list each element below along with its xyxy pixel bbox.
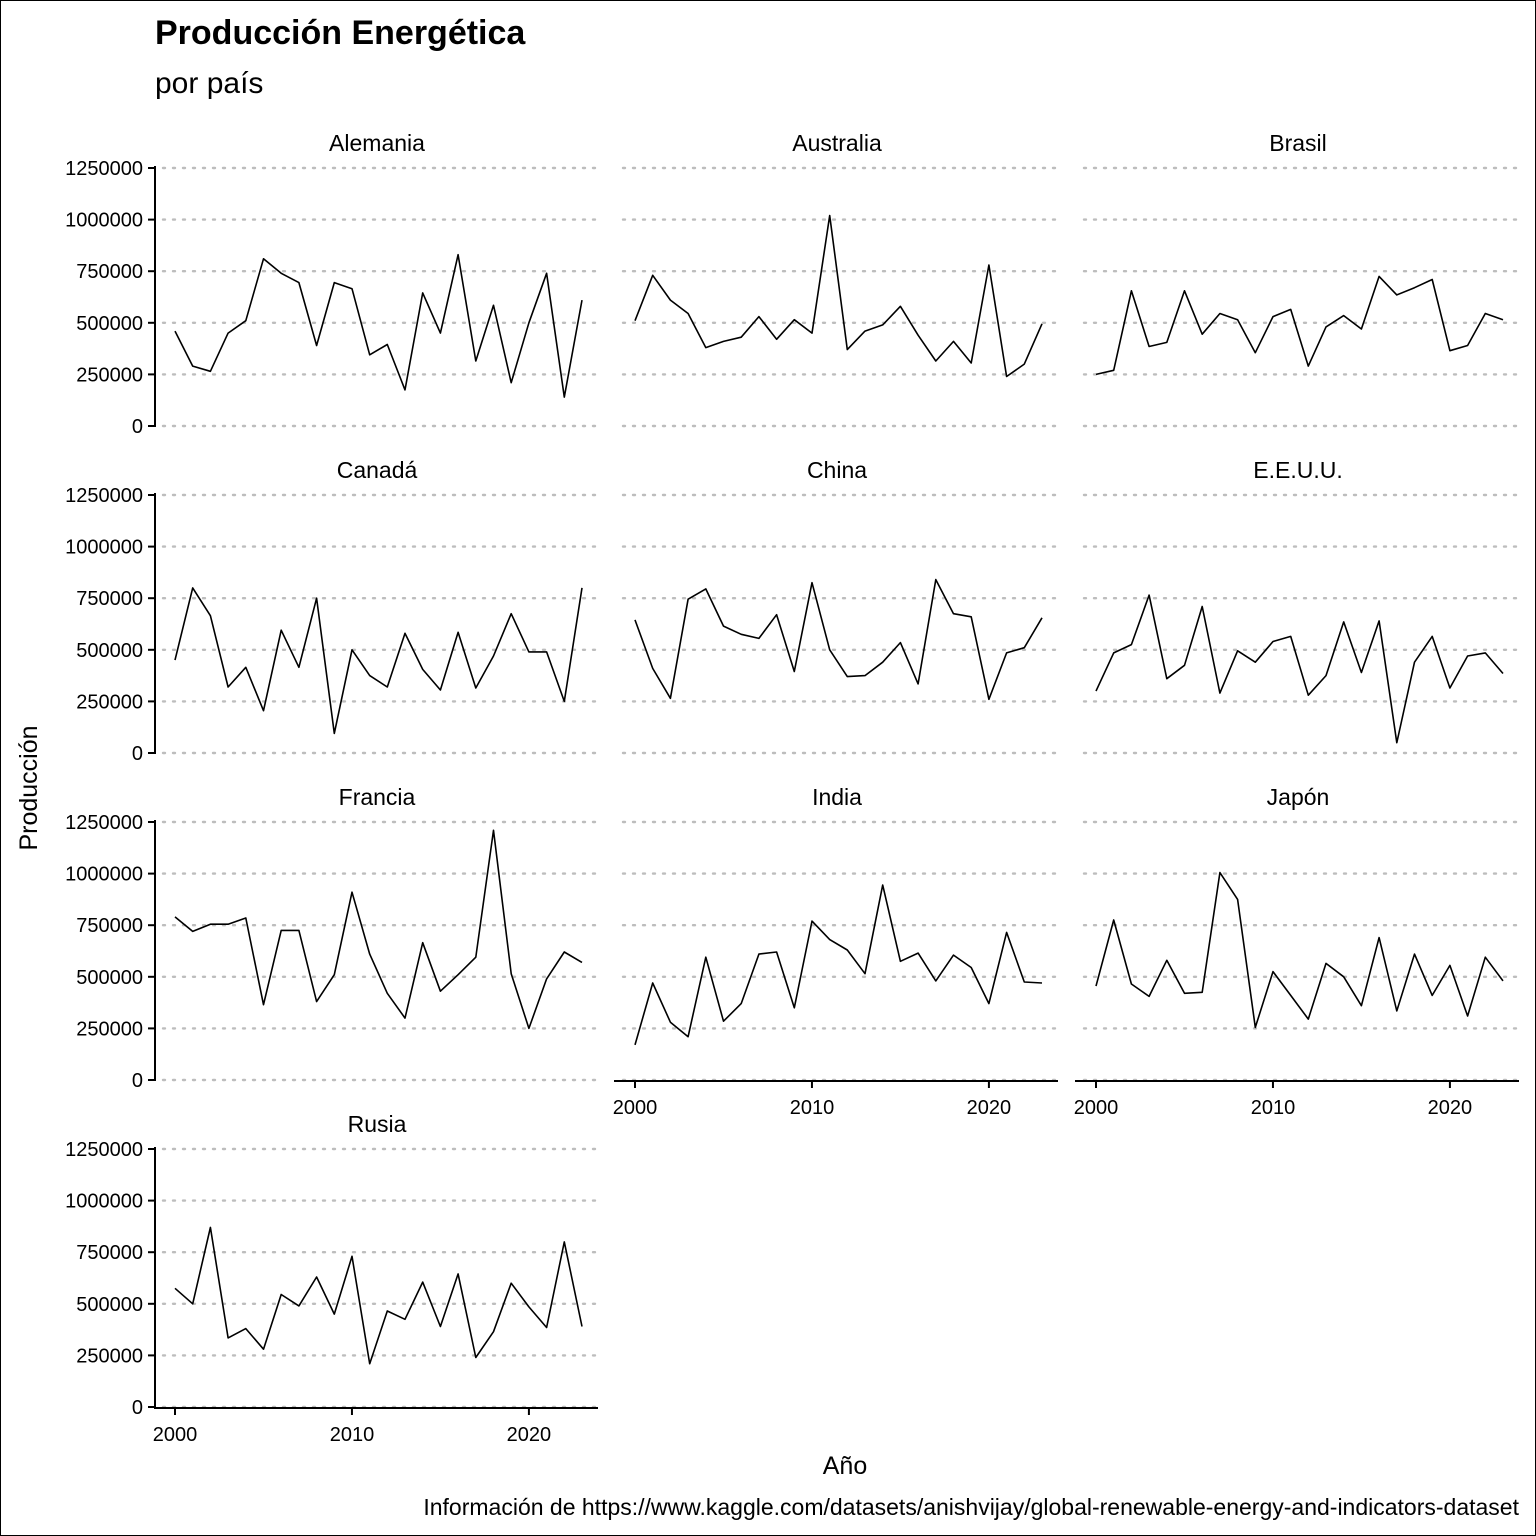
x-tick-label: 2000 xyxy=(613,1097,658,1119)
series-line-e-e-u-u xyxy=(1095,594,1504,744)
y-tick-label: 0 xyxy=(132,743,143,765)
series-line-china xyxy=(634,578,1043,701)
y-tick-label: 0 xyxy=(132,416,143,438)
strip-label-alemania: Alemania xyxy=(329,130,425,156)
strip-label-canada: Canadá xyxy=(337,457,418,483)
x-tick-label: 2010 xyxy=(1251,1097,1296,1119)
y-tick-label: 1000000 xyxy=(65,210,143,232)
series-line-brasil xyxy=(1095,275,1504,376)
y-tick-label: 1250000 xyxy=(65,485,143,507)
strip-label-australia: Australia xyxy=(792,130,882,156)
chart-title: Producción Energética xyxy=(155,14,526,52)
panel-e-e-u-u: E.E.U.U. xyxy=(1082,457,1521,755)
strip-label-brasil: Brasil xyxy=(1269,130,1327,156)
series-line-alemania xyxy=(174,253,583,398)
x-tick-label: 2000 xyxy=(153,1424,198,1446)
y-axis-label: Producción xyxy=(15,725,43,850)
strip-label-francia: Francia xyxy=(339,784,416,810)
panel-china: China xyxy=(621,457,1060,755)
y-tick-label: 0 xyxy=(132,1070,143,1092)
panel-alemania: Alemania 0 250000 500000 750000 1000000 125000… xyxy=(65,130,600,438)
x-tick-label: 2020 xyxy=(507,1424,552,1446)
panel-australia: Australia xyxy=(621,130,1060,428)
strip-label-china: China xyxy=(807,457,867,483)
y-tick-label: 500000 xyxy=(76,967,143,989)
panel-canada: Canadá 0 250000 500000 750000 1000000 1250000 xyxy=(65,457,600,765)
y-tick-label: 1250000 xyxy=(65,1139,143,1161)
chart-subtitle: por país xyxy=(155,67,263,100)
strip-label-india: India xyxy=(812,784,862,810)
panel-japon: Japón 2000 2010 2020 xyxy=(1074,784,1521,1119)
y-tick-label: 750000 xyxy=(76,1242,143,1264)
series-line-francia xyxy=(174,829,583,1030)
y-tick-label: 1000000 xyxy=(65,864,143,886)
panel-india: India 2000 2010 2020 xyxy=(613,784,1060,1119)
x-tick-label: 2000 xyxy=(1074,1097,1119,1119)
y-tick-label: 750000 xyxy=(76,261,143,283)
y-tick-label: 0 xyxy=(132,1397,143,1419)
series-line-india xyxy=(634,884,1043,1046)
panel-rusia: Rusia 0 250000 500000 750000 1000000 1250000 20… xyxy=(65,1111,600,1446)
y-tick-label: 1250000 xyxy=(65,812,143,834)
series-line-canada xyxy=(174,587,583,735)
y-tick-label: 1000000 xyxy=(65,1191,143,1213)
y-tick-label: 1250000 xyxy=(65,158,143,180)
strip-label-e-e-u-u: E.E.U.U. xyxy=(1253,457,1342,483)
panel-brasil: Brasil xyxy=(1082,130,1521,428)
series-line-japon xyxy=(1095,871,1504,1029)
series-line-australia xyxy=(634,214,1043,378)
y-tick-label: 250000 xyxy=(76,364,143,386)
y-tick-label: 500000 xyxy=(76,313,143,335)
panel-francia: Francia 0 250000 500000 750000 1000000 1250000 xyxy=(65,784,600,1092)
x-tick-label: 2020 xyxy=(1428,1097,1473,1119)
chart-caption: Información de https://www.kaggle.com/da… xyxy=(423,1494,1519,1520)
x-tick-label: 2010 xyxy=(330,1424,375,1446)
y-tick-label: 250000 xyxy=(76,1345,143,1367)
y-tick-label: 500000 xyxy=(76,640,143,662)
series-line-rusia xyxy=(174,1226,583,1365)
x-tick-label: 2020 xyxy=(967,1097,1012,1119)
y-tick-label: 250000 xyxy=(76,691,143,713)
facet-panels: Alemania 0 250000 500000 750000 1000000 125000… xyxy=(65,130,1521,1446)
y-tick-label: 500000 xyxy=(76,1294,143,1316)
y-tick-label: 1000000 xyxy=(65,537,143,559)
strip-label-japon: Japón xyxy=(1267,784,1330,810)
x-tick-label: 2010 xyxy=(790,1097,835,1119)
y-tick-label: 250000 xyxy=(76,1018,143,1040)
x-axis-label: Año xyxy=(823,1452,867,1480)
y-tick-label: 750000 xyxy=(76,588,143,610)
y-tick-label: 750000 xyxy=(76,915,143,937)
strip-label-rusia: Rusia xyxy=(348,1111,407,1137)
